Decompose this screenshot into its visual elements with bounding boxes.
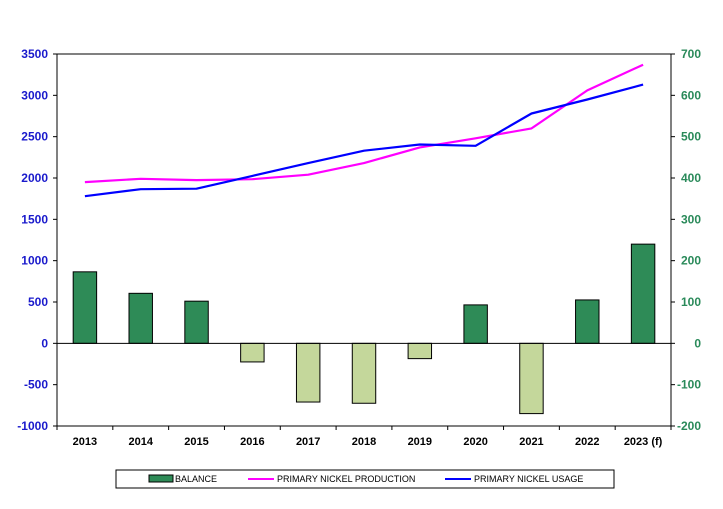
left-tick-label: 3000: [21, 88, 48, 102]
x-tick-label: 2022: [575, 436, 599, 448]
bar-balance-2014: [128, 292, 153, 344]
legend-label-balance: BALANCE: [175, 474, 217, 484]
right-tick-label: 600: [681, 88, 701, 102]
bar-balance-2021: [519, 342, 544, 415]
left-tick-label: 2000: [21, 171, 48, 185]
bar-balance-2018: [351, 342, 377, 404]
right-axis: 700 600 500 400 300 200 100 0 -100 -200: [671, 47, 701, 433]
left-tick-label: 1000: [21, 254, 48, 268]
x-tick-label: 2015: [184, 436, 208, 448]
left-tick-label: 2500: [21, 130, 48, 144]
series-line-production: [84, 63, 644, 184]
legend-box: [115, 469, 615, 489]
left-tick-label: 3500: [21, 47, 48, 61]
bar-balance-2013: [72, 271, 98, 344]
x-tick-label: 2019: [408, 436, 432, 448]
bar-balance-2017: [295, 342, 321, 403]
x-tick-label: 2023 (f): [624, 436, 663, 448]
right-tick-label: 200: [681, 254, 701, 268]
line-series: [84, 63, 644, 198]
x-tick-label: 2016: [240, 436, 264, 448]
bar-balance-2022: [575, 299, 600, 344]
bar-balance-2023f: [630, 243, 656, 344]
x-tick-label: 2021: [519, 436, 543, 448]
right-tick-label: 300: [681, 212, 701, 226]
bar-balance-2015: [184, 300, 209, 344]
right-tick-label: -100: [677, 378, 701, 392]
right-tick-label: 500: [681, 130, 701, 144]
legend: BALANCE PRIMARY NICKEL PRODUCTION PRIMAR…: [115, 469, 615, 489]
left-tick-label: 0: [41, 336, 48, 350]
series-line-usage: [84, 83, 644, 198]
left-tick-label: 1500: [21, 212, 48, 226]
left-tick-label: -500: [24, 378, 48, 392]
left-tick-label: -1000: [17, 419, 48, 433]
legend-label-usage: PRIMARY NICKEL USAGE: [474, 474, 583, 484]
right-tick-label: 100: [681, 295, 701, 309]
x-tick-label: 2014: [128, 436, 153, 448]
right-tick-label: 0: [694, 336, 701, 350]
legend-swatch-balance: [148, 474, 174, 483]
bar-balance-2019: [407, 342, 433, 360]
left-axis: 3500 3000 2500 2000 1500 1000 500 0 -500 -1000: [17, 47, 57, 433]
x-tick-label: 2018: [352, 436, 376, 448]
right-tick-label: -200: [677, 419, 701, 433]
x-tick-label: 2020: [463, 436, 487, 448]
right-tick-label: 700: [681, 47, 701, 61]
x-tick-label: 2013: [73, 436, 97, 448]
left-tick-label: 500: [28, 295, 48, 309]
bar-balance-2020: [463, 304, 488, 344]
right-tick-label: 400: [681, 171, 701, 185]
bar-balance-2016: [240, 342, 265, 363]
x-axis: 2013 2014 2015 2016 2017 2018 2019 2020 2021 2022…: [56, 426, 672, 448]
legend-label-production: PRIMARY NICKEL PRODUCTION: [277, 474, 415, 484]
x-tick-label: 2017: [296, 436, 320, 448]
